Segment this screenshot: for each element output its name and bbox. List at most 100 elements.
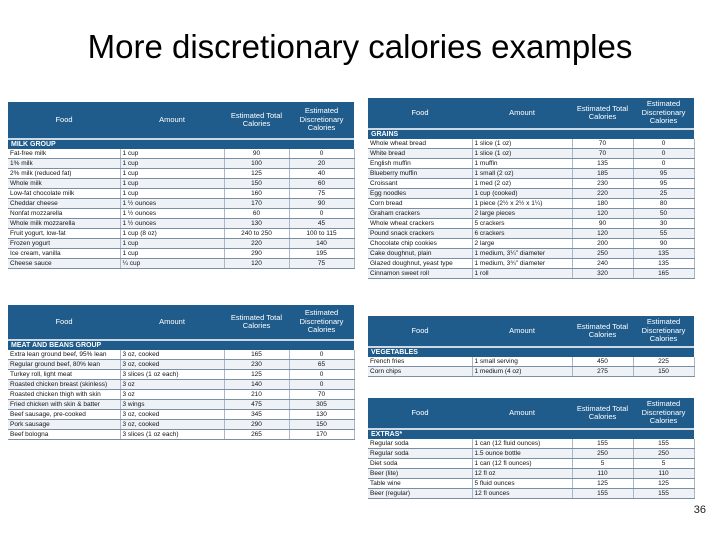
cell-amount: 2 large pieces	[472, 208, 573, 219]
cell-food: Roasted chicken thigh with skin	[8, 389, 121, 400]
cell-food: Cheese sauce	[8, 258, 121, 269]
cell-est-disc: 95	[633, 178, 695, 189]
cell-food: Table wine	[368, 478, 473, 489]
cell-food: Corn bread	[368, 198, 473, 209]
cell-amount: 1 can (12 fluid ounces)	[472, 439, 573, 449]
cell-est-total: 110	[572, 468, 634, 479]
cell-food: 2% milk (reduced fat)	[8, 168, 121, 179]
cell-food: Graham crackers	[368, 208, 473, 219]
milk-table: Fat-free milk 1 cup 90 0 1% milk 1 cup 100 20 2%…	[8, 149, 355, 269]
section-grains: GRAINS	[368, 128, 694, 139]
cell-est-total: 345	[224, 409, 290, 420]
cell-food: Beef bologna	[8, 429, 121, 440]
cell-amount: 3 oz, cooked	[120, 359, 225, 370]
cell-est-total: 60	[224, 208, 290, 219]
table-row: Glazed doughnut, yeast type 1 medium, 3¾"…	[368, 258, 695, 269]
cell-amount: 1 cup	[120, 248, 225, 259]
header-est-disc: Estimated Discretionary Calories	[641, 399, 686, 426]
cell-est-disc: 70	[289, 389, 355, 400]
cell-est-total: 450	[572, 357, 634, 367]
table-row: Regular soda 1 can (12 fluid ounces) 155 15…	[368, 439, 695, 449]
cell-amount: 1 cup (8 oz)	[120, 228, 225, 239]
cell-est-total: 180	[572, 198, 634, 209]
header-est-total: Estimated Total Calories	[576, 403, 629, 421]
header-food: Food	[411, 107, 429, 117]
section-milk: MILK GROUP	[8, 138, 354, 149]
cell-est-total: 265	[224, 429, 290, 440]
header-est-total: Estimated Total Calories	[576, 321, 629, 339]
cell-est-disc: 195	[289, 248, 355, 259]
cell-est-total: 90	[224, 149, 290, 159]
cell-est-disc: 0	[289, 379, 355, 390]
cell-food: Cheddar cheese	[8, 198, 121, 209]
cell-est-total: 140	[224, 379, 290, 390]
table-row: Fruit yogurt, low-fat 1 cup (8 oz) 240 to …	[8, 228, 355, 239]
cell-est-total: 100	[224, 158, 290, 169]
slide-title: More discretionary calories examples	[87, 28, 633, 65]
cell-food: Croissant	[368, 178, 473, 189]
table-row: Whole wheat crackers 5 crackers 90 30	[368, 218, 695, 229]
table-row: Graham crackers 2 large pieces 120 50	[368, 208, 695, 219]
cell-amount: 1 med (2 oz)	[472, 178, 573, 189]
cell-est-disc: 135	[633, 258, 695, 269]
cell-est-disc: 170	[289, 429, 355, 440]
cell-est-disc: 150	[633, 366, 695, 377]
cell-amount: 12 fl ounces	[472, 488, 573, 499]
grains-table: Whole wheat bread 1 slice (1 oz) 70 0 White …	[368, 139, 695, 279]
cell-amount: 1 cup	[120, 238, 225, 249]
cell-amount: 5 fluid ounces	[472, 478, 573, 489]
table-row: White bread 1 slice (1 oz) 70 0	[368, 148, 695, 159]
cell-amount: 1 roll	[472, 268, 573, 279]
cell-food: Fried chicken with skin & batter	[8, 399, 121, 410]
cell-est-total: 200	[572, 238, 634, 249]
cell-est-disc: 0	[633, 158, 695, 169]
cell-est-disc: 140	[289, 238, 355, 249]
cell-amount: 3 oz	[120, 389, 225, 400]
cell-food: Beef sausage, pre-cooked	[8, 409, 121, 420]
cell-food: Chocolate chip cookies	[368, 238, 473, 249]
cell-est-total: 185	[572, 168, 634, 179]
cell-amount: 1 muffin	[472, 158, 573, 169]
cell-est-disc: 20	[289, 158, 355, 169]
table-row: Roasted chicken thigh with skin 3 oz 210 70	[8, 389, 355, 400]
header-est-disc: Estimated Discretionary Calories	[299, 308, 344, 335]
cell-est-total: 90	[572, 218, 634, 229]
header-est-total: Estimated Total Calories	[230, 110, 283, 128]
cell-est-total: 230	[572, 178, 634, 189]
header-food: Food	[411, 325, 429, 335]
header-food: Food	[55, 316, 73, 326]
header-food: Food	[55, 114, 73, 124]
cell-amount: 1 cup	[120, 168, 225, 179]
cell-est-total: 120	[572, 208, 634, 219]
cell-food: Frozen yogurt	[8, 238, 121, 249]
cell-est-disc: 0	[289, 369, 355, 380]
cell-food: Regular soda	[368, 439, 473, 449]
table-row: Ice cream, vanilla 1 cup 290 195	[8, 248, 355, 259]
cell-est-total: 230	[224, 359, 290, 370]
cell-amount: 3 oz, cooked	[120, 419, 225, 430]
table-row: Blueberry muffin 1 small (2 oz) 185 95	[368, 168, 695, 179]
table-header: Food Amount Estimated Total Calories Est…	[368, 398, 694, 428]
cell-amount: 1 medium, 3¾" diameter	[472, 258, 573, 269]
milk-table-panel: Food Amount Estimated Total Calories Est…	[8, 102, 355, 269]
table-row: Whole milk mozzarella 1 ½ ounces 130 45	[8, 218, 355, 229]
table-row: French fries 1 small serving 450 225	[368, 357, 695, 367]
cell-est-disc: 0	[289, 208, 355, 219]
cell-food: Fat-free milk	[8, 149, 121, 159]
cell-est-total: 170	[224, 198, 290, 209]
cell-food: Cake doughnut, plain	[368, 248, 473, 259]
cell-est-total: 125	[572, 478, 634, 489]
table-row: Corn bread 1 piece (2½ x 2½ x 1¼) 180 80	[368, 198, 695, 209]
cell-est-total: 290	[224, 419, 290, 430]
section-vegetables: VEGETABLES	[368, 346, 694, 357]
header-amount: Amount	[509, 107, 535, 117]
table-row: Nonfat mozzarella 1 ½ ounces 60 0	[8, 208, 355, 219]
table-row: Beer (lite) 12 fl oz 110 110	[368, 468, 695, 479]
cell-est-total: 130	[224, 218, 290, 229]
cell-food: Glazed doughnut, yeast type	[368, 258, 473, 269]
cell-est-disc: 165	[633, 268, 695, 279]
cell-food: Roasted chicken breast (skinless)	[8, 379, 121, 390]
cell-est-total: 150	[224, 178, 290, 189]
cell-food: Whole wheat crackers	[368, 218, 473, 229]
cell-amount: 3 wings	[120, 399, 225, 410]
